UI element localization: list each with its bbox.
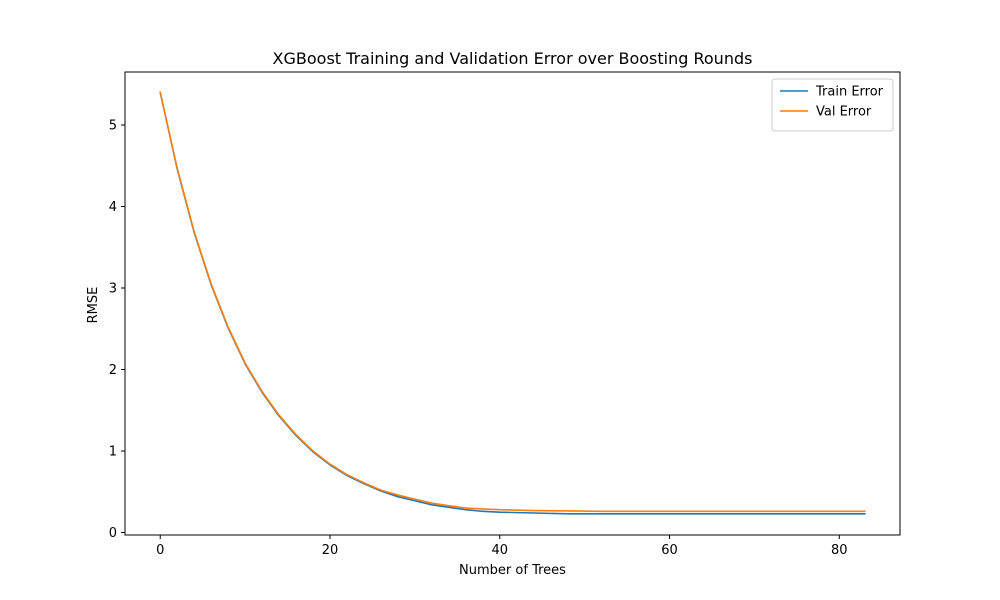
series-line-1 — [159, 91, 866, 513]
y-tick-label-2: 2 — [109, 363, 117, 378]
plot-area — [159, 91, 866, 515]
legend: Train Error Val Error — [771, 78, 894, 132]
x-axis-label: Number of Trees — [459, 563, 566, 578]
legend-label-1: Val Error — [816, 105, 872, 120]
y-tick-label-5: 5 — [109, 118, 117, 133]
x-tick-label-0: 0 — [156, 543, 164, 558]
y-tick-label-4: 4 — [109, 200, 117, 215]
x-tick-label-2: 40 — [491, 543, 508, 558]
legend-box — [771, 78, 894, 132]
x-tick-label-3: 60 — [661, 543, 678, 558]
y-tick-label-1: 1 — [109, 445, 117, 460]
y-tick-label-0: 0 — [109, 526, 117, 541]
chart-title: XGBoost Training and Validation Error ov… — [273, 49, 753, 68]
axes-frame — [124, 71, 901, 536]
y-tick-label-3: 3 — [109, 282, 117, 297]
axes: 0 20 40 60 80 0 1 2 3 4 5 — [109, 71, 901, 558]
x-tick-label-1: 20 — [322, 543, 339, 558]
y-axis-label: RMSE — [86, 287, 101, 324]
legend-label-0: Train Error — [815, 85, 884, 100]
x-tick-label-4: 80 — [831, 543, 848, 558]
